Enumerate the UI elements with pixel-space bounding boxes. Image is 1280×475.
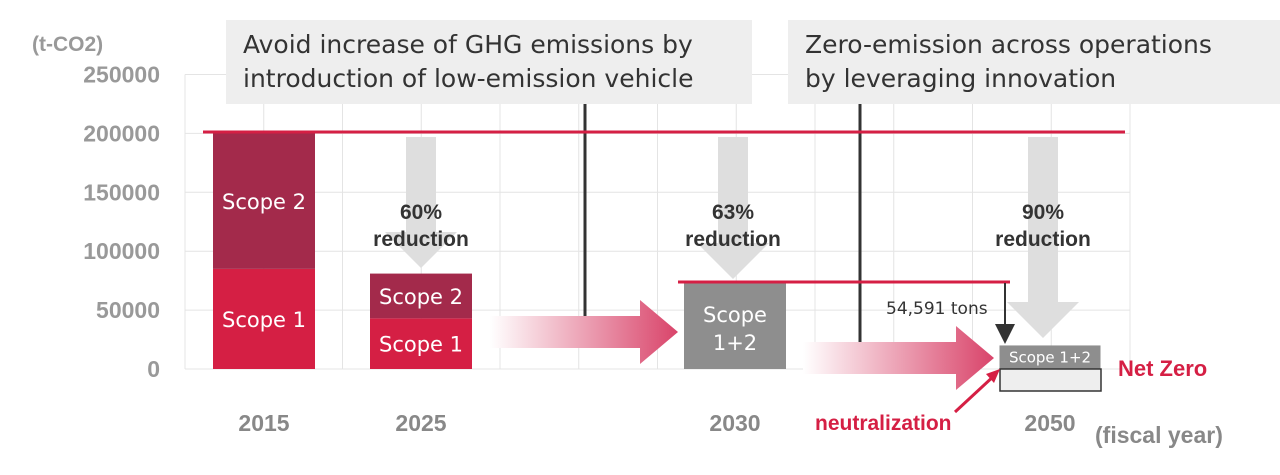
reduction-2025-pct: 60% [400, 201, 442, 224]
x-axis-labels: 2015 2025 2030 2050 [238, 410, 1075, 436]
y-unit-label: (t-CO2) [32, 33, 103, 56]
bar-scope2-2025 [370, 273, 472, 319]
tons-label: 54,591 tons [886, 299, 988, 319]
y-tick-label: 150000 [83, 179, 160, 205]
y-tick-label: 0 [147, 356, 160, 382]
y-tick-label: 100000 [83, 238, 160, 264]
x-tick-label-2030: 2030 [709, 410, 760, 436]
callout-2-line-1: Zero-emission across operations [805, 30, 1212, 59]
net-zero-box [999, 368, 1102, 392]
callout-2-line-2: by leveraging innovation [805, 64, 1116, 93]
bar-scope12-2030 [684, 281, 786, 369]
neutralization-arrow [953, 372, 998, 414]
bar-label-scope2-2025: Scope 2 [379, 285, 463, 309]
bar-scope2-2015 [213, 133, 315, 269]
bar-label-scope12-small: Scope 1+2 [1009, 348, 1091, 366]
reduction-label-2025: 60% reduction [373, 201, 469, 251]
y-tick-label: 250000 [83, 62, 160, 88]
reduction-2030-pct: 63% [712, 201, 754, 224]
callout-1: Avoid increase of GHG emissions by intro… [226, 20, 752, 104]
reduction-2030-word: reduction [685, 228, 781, 251]
reduction-label-2050: 90% reduction [995, 201, 1091, 251]
bar-scope1-2025 [370, 318, 472, 369]
callout-1-line-2: introduction of low-emission vehicle [243, 64, 693, 93]
y-tick-label: 50000 [96, 297, 160, 323]
bars: Scope 1 Scope 2 Scope 1 Scope 2 Scope 1+2 Scop… [213, 133, 1101, 369]
x-axis-unit-label: (fiscal year) [1095, 422, 1223, 448]
bar-label-scope1-2015: Scope 1 [222, 308, 306, 332]
neutralization-arrowhead [986, 369, 1000, 383]
x-tick-label-2025: 2025 [395, 410, 446, 436]
grey-reduction-arrow [1007, 137, 1079, 338]
x-tick-label-2050: 2050 [1024, 410, 1075, 436]
bar-label-scope12-line1: Scope [703, 303, 767, 327]
bar-label-scope12-line2: 1+2 [713, 331, 757, 355]
bar-scope12-2050 [999, 345, 1101, 369]
bar-label-scope1-2025: Scope 1 [379, 333, 463, 357]
pink-arrow-2025-2030 [490, 300, 678, 364]
reduction-2025-word: reduction [373, 228, 469, 251]
callout-2: Zero-emission across operations by lever… [788, 20, 1280, 104]
x-tick-label-2015: 2015 [238, 410, 289, 436]
grey-reduction-arrow [697, 137, 769, 279]
net-zero-label: Net Zero [1118, 356, 1207, 381]
callout-1-line-1: Avoid increase of GHG emissions by [243, 30, 693, 59]
bar-label-scope2-2015: Scope 2 [222, 190, 306, 214]
bar-scope1-2015 [213, 268, 315, 369]
grey-reduction-arrow [385, 137, 457, 268]
neutralization-label: neutralization [815, 412, 952, 435]
pink-arrow-2030-2050 [803, 326, 994, 390]
reduction-2050-word: reduction [995, 228, 1091, 251]
reduction-arrows [385, 137, 1079, 338]
y-tick-label: 200000 [83, 120, 160, 146]
reduction-2050-pct: 90% [1022, 201, 1064, 224]
y-axis-ticks: 250000 200000 150000 100000 50000 0 [83, 62, 160, 383]
reduction-label-2030: 63% reduction [685, 201, 781, 251]
